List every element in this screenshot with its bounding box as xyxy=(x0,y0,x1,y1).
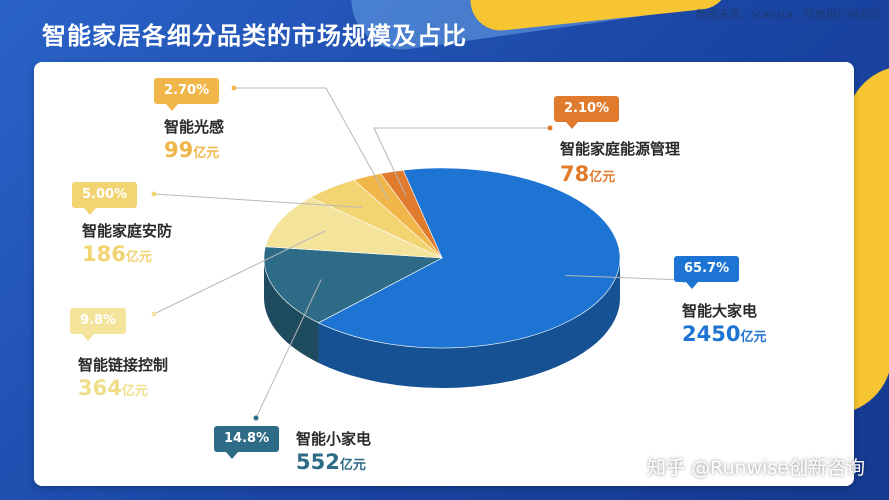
category-label-light: 智能光感 xyxy=(164,118,225,136)
percent-badge-light: 2.70% xyxy=(154,78,220,111)
page-title: 智能家居各细分品类的市场规模及占比 xyxy=(42,22,467,50)
percent-badge-security: 5.00% xyxy=(72,182,138,215)
pie-chart xyxy=(151,85,687,421)
pie-side-智能大家电 xyxy=(318,258,620,389)
leader-line-智能家庭安防 xyxy=(153,193,362,208)
leader-line-智能链接控制 xyxy=(153,230,326,315)
leader-dot-智能光感 xyxy=(231,85,237,91)
percent-badge-small-appliance: 14.8% xyxy=(214,426,280,459)
value-label-energy: 78亿元 xyxy=(560,162,616,186)
category-label-small-appliance: 智能小家电 xyxy=(296,430,372,448)
leader-dot-智能家庭能源管理 xyxy=(547,125,553,131)
percent-badge-big-appliance: 65.7% xyxy=(674,256,740,289)
watermark: 知乎 @Runwise创新咨询 xyxy=(647,457,865,479)
percent-badge-link-control: 9.8% xyxy=(70,308,127,341)
category-label-energy: 智能家庭能源管理 xyxy=(560,140,681,158)
category-label-link-control: 智能链接控制 xyxy=(78,356,169,374)
value-label-link-control: 364亿元 xyxy=(78,376,148,400)
leader-dot-智能家庭安防 xyxy=(151,191,157,197)
leader-line-智能小家电 xyxy=(255,279,322,419)
category-label-security: 智能家庭安防 xyxy=(82,222,173,240)
leader-line-智能大家电 xyxy=(565,274,685,281)
percent-badge-energy: 2.10% xyxy=(554,96,620,129)
value-label-small-appliance: 552亿元 xyxy=(296,450,366,474)
leader-dot-智能链接控制 xyxy=(151,311,157,317)
data-source: 数据来源：Statista、招商银行研究院 xyxy=(695,8,881,21)
leader-dot-智能小家电 xyxy=(253,415,259,421)
pie-slice-智能家庭能源管理 xyxy=(380,169,443,259)
pie-side-智能小家电 xyxy=(264,258,319,363)
pie-slice-智能大家电 xyxy=(317,167,621,349)
chart-panel: 2.70% 智能光感 99亿元 2.10% 智能家庭能源管理 78亿元 5.00… xyxy=(34,62,854,486)
category-label-big-appliance: 智能大家电 xyxy=(682,302,758,320)
pie-slice-智能小家电 xyxy=(263,246,444,324)
pie-slice-智能链接控制 xyxy=(265,197,443,259)
value-label-light: 99亿元 xyxy=(164,138,220,162)
value-label-security: 186亿元 xyxy=(82,242,152,266)
leader-line-智能光感 xyxy=(234,87,389,200)
leader-line-智能家庭能源管理 xyxy=(373,127,550,197)
value-label-big-appliance: 2450亿元 xyxy=(682,322,767,346)
